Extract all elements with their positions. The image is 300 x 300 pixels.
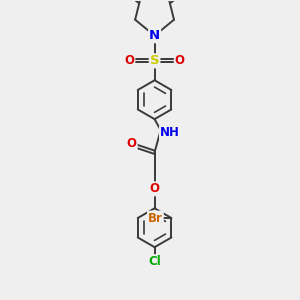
Text: N: N xyxy=(149,29,160,42)
Text: O: O xyxy=(124,54,134,67)
Text: Cl: Cl xyxy=(148,255,161,268)
Text: O: O xyxy=(127,136,137,150)
Text: Br: Br xyxy=(148,212,163,224)
Text: S: S xyxy=(150,54,159,67)
Text: O: O xyxy=(150,182,160,195)
Text: O: O xyxy=(175,54,185,67)
Text: NH: NH xyxy=(160,126,180,140)
